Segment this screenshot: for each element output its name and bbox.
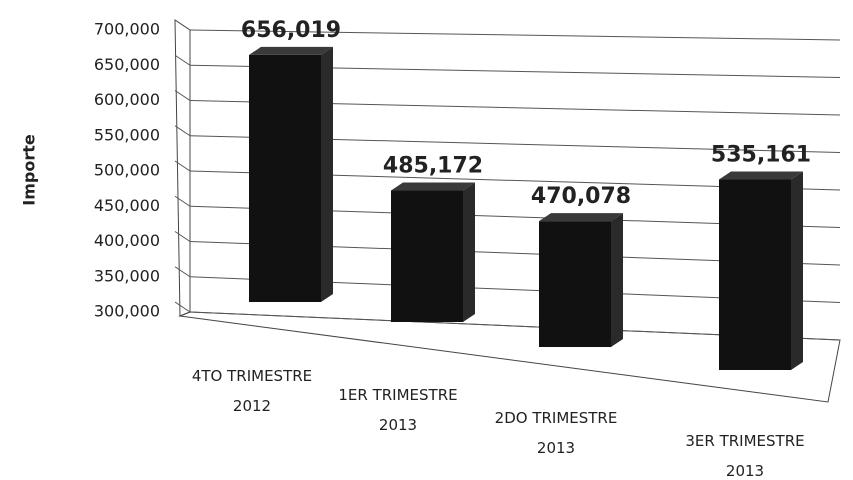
y-axis-title: Importe	[20, 134, 39, 206]
y-tick-label: 550,000	[94, 125, 160, 144]
bar-top	[719, 171, 803, 180]
side-grid-line	[174, 301, 191, 313]
value-label: 656,019	[241, 18, 341, 43]
y-tick-label: 450,000	[94, 196, 160, 215]
side-grid-line	[174, 19, 191, 31]
value-label: 485,172	[383, 154, 483, 179]
bar	[719, 179, 791, 370]
bar	[391, 190, 463, 322]
side-grid-line	[174, 266, 191, 278]
side-grid-line	[174, 125, 191, 137]
side-grid-line	[174, 195, 191, 207]
bar-top	[539, 213, 623, 222]
bar-top	[391, 182, 475, 191]
side-grid-line	[174, 231, 191, 242]
side-grid-line	[174, 160, 191, 172]
y-tick-label: 650,000	[94, 55, 160, 74]
side-grid-line	[174, 54, 191, 66]
bar	[539, 221, 611, 347]
value-label: 535,161	[711, 143, 811, 168]
bar-side	[611, 213, 623, 347]
y-tick-label: 600,000	[94, 90, 160, 109]
grid-line	[189, 29, 841, 41]
bar	[249, 54, 321, 302]
bar-side	[321, 46, 333, 302]
x-tick-label: 2DO TRIMESTRE 2013	[495, 409, 618, 457]
bar-side	[791, 171, 803, 370]
x-tick-label: 1ER TRIMESTRE 2013	[338, 386, 457, 434]
y-tick-label: 350,000	[94, 266, 160, 285]
value-label: 470,078	[531, 184, 631, 209]
y-tick-label: 500,000	[94, 161, 160, 180]
x-tick-label: 4TO TRIMESTRE 2012	[192, 367, 312, 415]
y-tick-label: 400,000	[94, 231, 160, 250]
y-tick-label: 700,000	[94, 20, 160, 39]
x-tick-label: 3ER TRIMESTRE 2013	[685, 432, 804, 480]
bar-top	[249, 46, 333, 55]
bar-side	[463, 182, 475, 322]
side-grid-line	[174, 90, 191, 101]
y-tick-label: 300,000	[94, 302, 160, 321]
